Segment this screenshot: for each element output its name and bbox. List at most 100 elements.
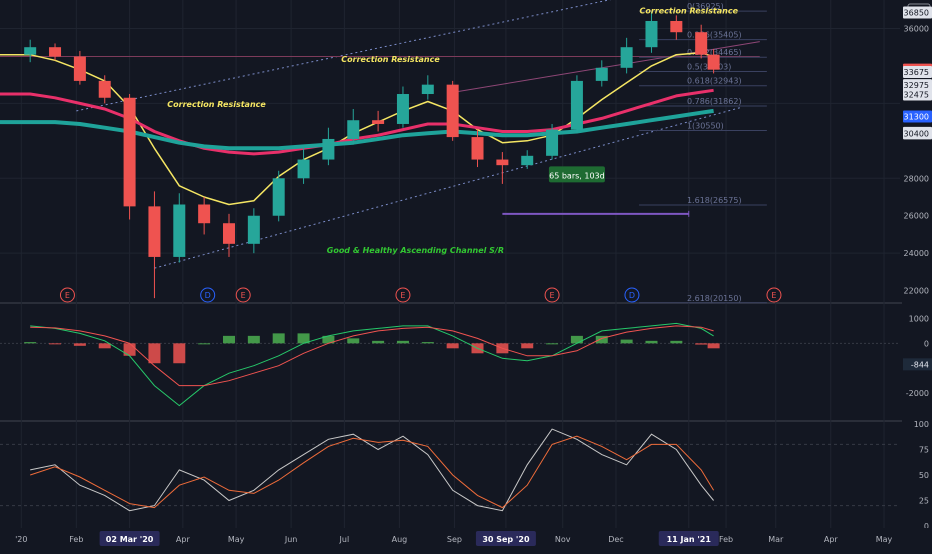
macd-histogram-bar (123, 343, 136, 356)
candle-body (595, 67, 608, 81)
annotation-label: Correction Resistance (167, 100, 266, 109)
candle-body (570, 80, 583, 130)
stoch-d-line (30, 435, 715, 509)
event-marker-earnings (235, 287, 251, 303)
fib-level-label: 0.786(31862) (687, 97, 742, 106)
channel-line (76, 0, 612, 112)
candle-body (521, 155, 534, 166)
candle-body (247, 215, 260, 244)
macd-histogram-bar (347, 338, 360, 344)
event-letter: D (629, 291, 635, 300)
event-marker-earnings (59, 287, 75, 303)
macd-histogram-bar (73, 343, 86, 346)
time-label: Feb (69, 535, 83, 544)
measure-label: 65 bars, 103d (549, 171, 605, 180)
event-marker-earnings (395, 287, 411, 303)
event-marker-earnings (544, 287, 560, 303)
price-tick-label: 24000 (904, 249, 929, 258)
candle-body (222, 223, 235, 244)
price-badge-light (903, 127, 932, 140)
macd-histogram-bar (620, 339, 633, 344)
time-label: Aug (392, 535, 408, 544)
macd-histogram-bar (521, 343, 534, 349)
time-label-highlight (475, 531, 536, 546)
annotation-label: Good & Healthy Ascending Channel S/R (327, 246, 504, 255)
time-label: Feb (719, 535, 733, 544)
macd-histogram-bar (148, 343, 161, 364)
time-label: '20 (15, 535, 27, 544)
event-letter: E (241, 291, 246, 300)
macd-histogram-bar (297, 333, 310, 344)
time-label: 11 Jan '21 (667, 535, 712, 544)
time-label-highlight (99, 531, 160, 546)
candle-body (396, 94, 409, 124)
candle-body (372, 120, 385, 124)
fib-level-label: 0(36925) (687, 2, 724, 11)
time-label: May (228, 535, 245, 544)
measure-box (548, 166, 605, 183)
macd-histogram-bar (247, 335, 260, 344)
candle-body (695, 32, 708, 55)
event-marker-dividend (200, 287, 216, 303)
price-badge-light (903, 79, 932, 92)
macd-histogram-bar (24, 342, 37, 344)
fib-level-label: 0.236(35405) (687, 31, 742, 40)
trend-line (454, 41, 760, 93)
fib-level-label: 0.618(32943) (687, 77, 742, 86)
macd-histogram-bar (372, 340, 385, 344)
candle-body (446, 84, 459, 138)
event-letter: E (65, 291, 70, 300)
time-label-highlight (658, 531, 719, 546)
macd-histogram-bar (695, 343, 708, 345)
time-label: Apr (824, 535, 839, 544)
event-letter: D (205, 291, 211, 300)
candle-body (322, 138, 335, 160)
time-label: Dec (608, 535, 623, 544)
macd-histogram-bar (670, 340, 683, 344)
stochastic-pane (0, 428, 900, 512)
candle-body (546, 129, 559, 156)
macd-histogram-bar (595, 335, 608, 344)
candle-body (645, 20, 658, 48)
macd-histogram-bar (222, 335, 235, 344)
time-label: Jun (284, 535, 298, 544)
candle-body (173, 204, 186, 257)
stoch-tick-label: 100 (914, 420, 929, 429)
candle-body (24, 47, 37, 55)
price-badge-text: 36850 (904, 9, 929, 18)
fib-level-label: 2.618(20150) (687, 294, 742, 303)
candle-body (620, 47, 633, 68)
price-badge-blue (903, 110, 932, 123)
macd-histogram-bar (421, 342, 434, 344)
macd-tick-label: -2000 (906, 389, 929, 398)
time-label: 02 Mar '20 (106, 535, 154, 544)
macd-tick-label: 1000 (909, 314, 929, 323)
signal-line (30, 325, 714, 387)
stoch-tick-label: 50 (919, 471, 929, 480)
price-badge-light (903, 6, 932, 19)
candle-body (471, 137, 484, 160)
candle-body (297, 159, 310, 179)
annotations: Correction Resistance Correction Resistan… (167, 6, 738, 255)
candle-body (123, 97, 136, 207)
macd-badge-text: -844 (911, 360, 929, 369)
macd-badge (903, 358, 932, 371)
price-badge-light (903, 88, 932, 101)
price-badge-text: 30400 (904, 129, 929, 138)
macd-histogram-bar (322, 335, 335, 344)
time-label: May (876, 535, 893, 544)
price-tick-label: 36000 (904, 24, 929, 33)
price-badge-text: 32975 (904, 81, 929, 90)
macd-histogram-bar (272, 333, 285, 344)
time-label: 30 Sep '20 (482, 535, 530, 544)
time-label: Nov (555, 535, 571, 544)
price-axis: IDR2200024000260002800036850360003380033… (902, 0, 932, 531)
candle-body (272, 178, 285, 216)
time-axis: '20 Feb 02 Mar '20 Apr May Jun Jul Aug Sep 30 Sep… (0, 528, 932, 550)
event-letter: E (550, 291, 555, 300)
stoch-tick-label: 25 (919, 497, 929, 506)
macd-histogram-bar (198, 343, 211, 345)
candle-body (496, 159, 509, 166)
macd-histogram-bar (570, 335, 583, 344)
